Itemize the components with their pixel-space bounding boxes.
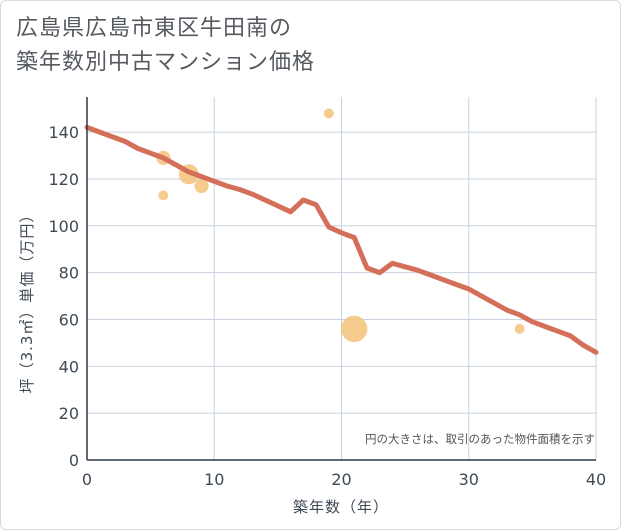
series-line [84,124,599,355]
scatter-point [340,315,368,343]
grid [87,97,597,460]
y-tick-label: 120 [48,170,79,189]
scatter-point [323,108,334,119]
axes [86,97,596,461]
chart-title: 広島県広島市東区牛田南の 築年数別中古マンション価格 [16,12,315,80]
scatter-point [194,178,209,194]
tick-labels: 0 20 40 60 80 100 120 140 0 10 20 30 40 [48,123,606,489]
chart-title-line1: 広島県広島市東区牛田南の [16,16,293,41]
x-tick-label: 40 [586,470,606,489]
size-note: 円の大きさは、取引のあった物件面積を示す [365,432,595,446]
y-tick-label: 140 [48,123,79,142]
line-series [84,124,599,355]
scatter-series [156,108,525,343]
x-tick-label: 30 [459,470,479,489]
x-tick-label: 20 [331,470,351,489]
y-axis-label: 坪（3.3㎡）単価（万円） [18,207,36,394]
scatter-point [514,323,525,334]
scatter-point [158,190,169,201]
x-tick-label: 10 [204,470,224,489]
y-tick-label: 60 [59,310,79,329]
x-axis-label: 築年数（年） [293,498,389,516]
y-tick-label: 20 [59,404,79,423]
y-tick-label: 100 [48,217,79,236]
x-tick-label: 0 [82,470,92,489]
chart-title-line2: 築年数別中古マンション価格 [16,50,316,75]
y-tick-label: 40 [59,357,79,376]
y-tick-label: 0 [69,451,79,470]
y-tick-label: 80 [59,264,79,283]
